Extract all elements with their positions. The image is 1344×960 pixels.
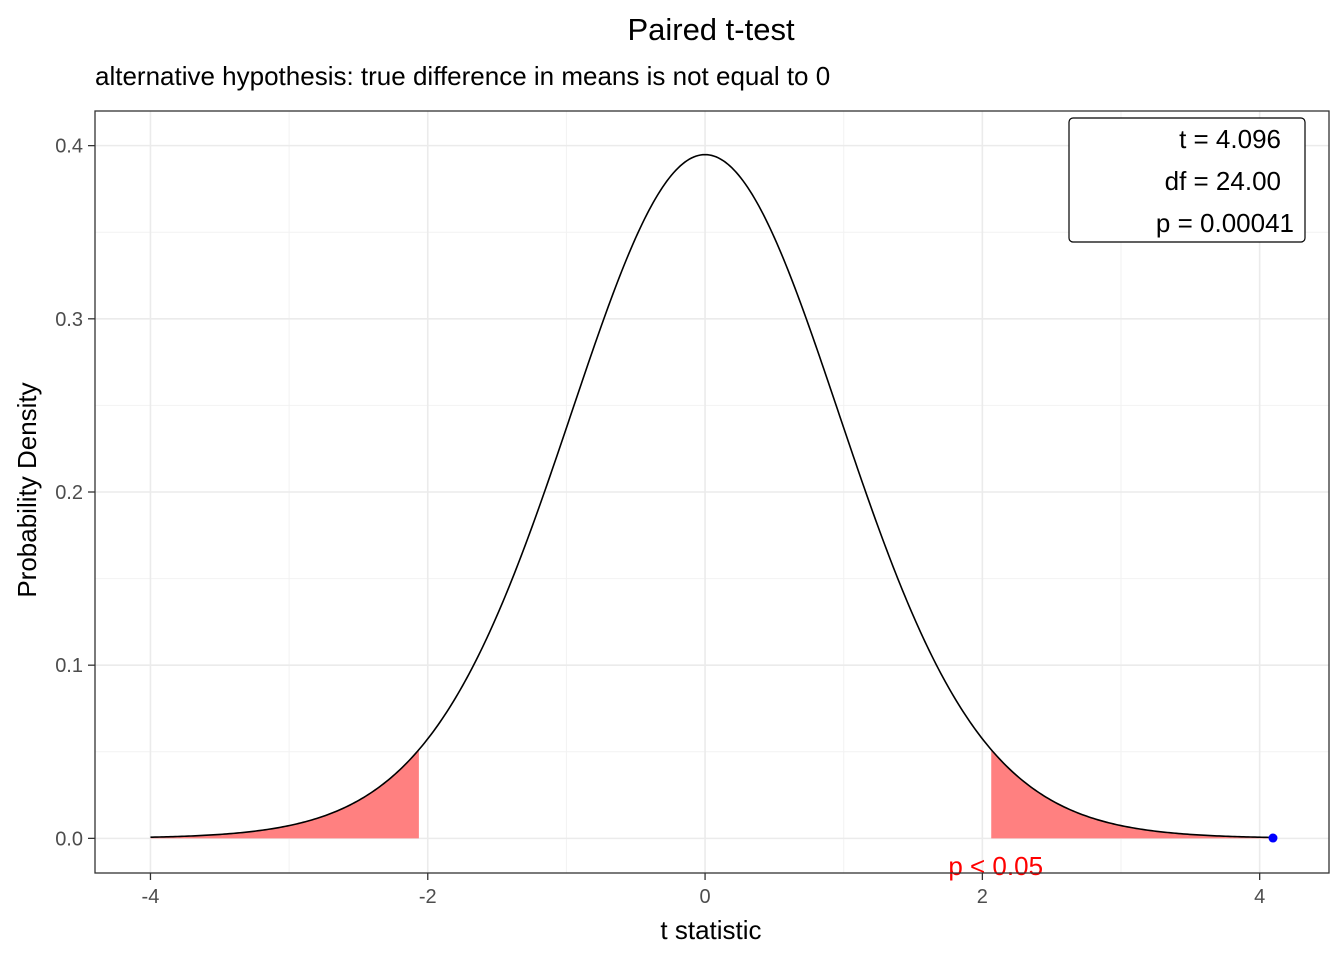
y-tick-label: 0.2 bbox=[55, 482, 83, 504]
y-tick-label: 0.3 bbox=[55, 309, 83, 331]
y-tick-label: 0.1 bbox=[55, 655, 83, 677]
rejection-region bbox=[150, 749, 419, 839]
x-tick-label: 4 bbox=[1254, 886, 1265, 908]
chart-title: Paired t-test bbox=[627, 12, 795, 47]
rejection-region bbox=[991, 749, 1273, 839]
x-tick-label: -4 bbox=[142, 886, 160, 908]
observed-t-point bbox=[1268, 833, 1278, 843]
y-axis-ticks: 0.0 0.1 0.2 0.3 0.4 bbox=[55, 136, 95, 850]
density-curve bbox=[150, 153, 1273, 839]
stats-t-value: t = 4.096 bbox=[1179, 124, 1281, 154]
chart-subtitle: alternative hypothesis: true difference … bbox=[95, 61, 830, 91]
y-tick-label: 0.4 bbox=[55, 136, 83, 158]
stats-df-value: df = 24.00 bbox=[1165, 166, 1281, 196]
x-tick-label: 2 bbox=[977, 886, 988, 908]
x-axis-ticks: -4 -2 0 2 4 bbox=[142, 873, 1265, 908]
stats-box: t = 4.096 df = 24.00 p = 0.00041 bbox=[1068, 117, 1306, 243]
x-tick-label: 0 bbox=[700, 886, 711, 908]
stats-p-value: p = 0.00041 bbox=[1156, 208, 1294, 238]
plot-grid bbox=[95, 111, 1329, 873]
rejection-regions bbox=[150, 749, 1273, 839]
x-axis-title: t statistic bbox=[660, 915, 761, 945]
y-axis-title: Probability Density bbox=[12, 382, 42, 597]
stats-box-frame bbox=[1068, 117, 1306, 243]
significance-label: p < 0.05 bbox=[948, 851, 1043, 881]
x-tick-label: -2 bbox=[419, 886, 437, 908]
y-tick-label: 0.0 bbox=[55, 828, 83, 850]
